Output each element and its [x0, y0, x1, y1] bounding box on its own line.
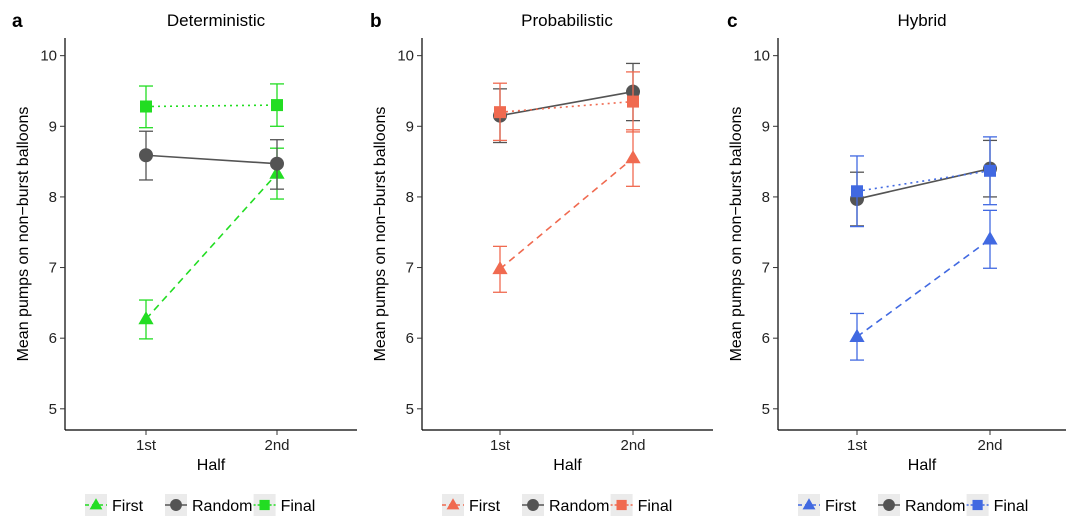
y-tick-label: 9	[49, 118, 57, 135]
data-point	[625, 150, 640, 163]
panel-letter: b	[370, 11, 382, 32]
data-point	[494, 106, 506, 118]
panel-title: Deterministic	[167, 11, 266, 30]
legend-item-first: First	[798, 494, 857, 516]
y-axis-label: Mean pumps on non−burst balloons	[372, 107, 389, 362]
data-point	[270, 157, 284, 171]
panel-title: Hybrid	[897, 11, 946, 30]
series-first	[138, 148, 284, 339]
data-point	[984, 165, 996, 177]
data-point	[492, 261, 507, 274]
series-line	[146, 105, 277, 106]
legend-label: Random	[549, 498, 609, 515]
series-final	[493, 72, 640, 141]
y-tick-label: 5	[762, 401, 770, 418]
legend-label: Final	[281, 498, 316, 515]
x-axis-label: Half	[553, 457, 582, 474]
series-line	[857, 171, 990, 191]
series-random	[493, 63, 640, 142]
y-tick-label: 6	[49, 330, 57, 347]
y-tick-label: 9	[406, 118, 414, 135]
legend-item-random: Random	[165, 494, 252, 516]
legend-key-icon	[617, 500, 627, 510]
y-tick-label: 5	[406, 401, 414, 418]
y-tick-label: 7	[49, 260, 57, 277]
series-random	[139, 131, 284, 189]
legend-label: First	[112, 498, 144, 515]
legend: First Random Final	[85, 494, 315, 516]
legend-label: Random	[192, 498, 252, 515]
legend-key-icon	[170, 499, 182, 511]
x-tick-label: 2nd	[977, 437, 1002, 454]
x-tick-label: 1st	[847, 437, 868, 454]
data-point	[140, 101, 152, 113]
legend-label: First	[825, 498, 857, 515]
data-point	[627, 96, 639, 108]
y-tick-label: 6	[406, 330, 414, 347]
series-final	[850, 137, 997, 227]
x-tick-label: 1st	[490, 437, 511, 454]
data-point	[982, 231, 997, 244]
y-tick-label: 10	[753, 48, 770, 65]
series-line	[500, 92, 633, 116]
series-line	[146, 155, 277, 163]
legend-label: Final	[994, 498, 1029, 515]
panel-title: Probabilistic	[521, 11, 613, 30]
panel-letter: c	[727, 11, 738, 32]
legend-item-final: Final	[611, 494, 673, 516]
y-tick-label: 8	[49, 189, 57, 206]
series-final	[139, 84, 284, 128]
panel-b: b Probabilistic 5 6 7 8 9 10 1st 2nd Half Mean pump…	[370, 11, 713, 516]
y-tick-label: 10	[40, 48, 57, 65]
series-line	[857, 239, 990, 336]
y-tick-label: 8	[406, 189, 414, 206]
legend-label: Final	[638, 498, 673, 515]
panel-letter: a	[12, 11, 23, 32]
legend: First Random Final	[798, 494, 1028, 516]
legend-item-final: Final	[254, 494, 316, 516]
y-tick-label: 5	[49, 401, 57, 418]
legend-key-icon	[883, 499, 895, 511]
y-axis-label: Mean pumps on non−burst balloons	[15, 107, 32, 362]
legend-item-first: First	[442, 494, 501, 516]
x-tick-label: 2nd	[620, 437, 645, 454]
x-axis-label: Half	[908, 457, 937, 474]
legend-key-icon	[260, 500, 270, 510]
y-tick-label: 6	[762, 330, 770, 347]
legend-item-random: Random	[878, 494, 965, 516]
series-line	[500, 158, 633, 269]
data-point	[139, 148, 153, 162]
x-tick-label: 2nd	[264, 437, 289, 454]
y-tick-label: 7	[762, 260, 770, 277]
data-point	[849, 329, 864, 342]
data-point	[851, 185, 863, 197]
x-axis-label: Half	[197, 457, 226, 474]
legend: First Random Final	[442, 494, 672, 516]
legend-item-random: Random	[522, 494, 609, 516]
panel-a: a Deterministic 5 6 7 8 9 10 1st 2nd Half Mean pump…	[12, 11, 357, 516]
x-tick-label: 1st	[136, 437, 157, 454]
data-point	[138, 311, 153, 324]
data-point	[271, 99, 283, 111]
legend-item-first: First	[85, 494, 144, 516]
panel-c: c Hybrid 5 6 7 8 9 10 1st 2nd Half Mean pumps on no…	[727, 11, 1066, 516]
legend-label: First	[469, 498, 501, 515]
legend-label: Random	[905, 498, 965, 515]
y-tick-label: 7	[406, 260, 414, 277]
series-first	[492, 130, 640, 292]
series-line	[146, 174, 277, 319]
y-axis-label: Mean pumps on non−burst balloons	[728, 107, 745, 362]
y-tick-label: 9	[762, 118, 770, 135]
legend-key-icon	[527, 499, 539, 511]
legend-item-final: Final	[967, 494, 1029, 516]
series-random	[850, 140, 997, 225]
legend-key-icon	[973, 500, 983, 510]
series-first	[849, 210, 997, 360]
y-tick-label: 10	[397, 48, 414, 65]
y-tick-label: 8	[762, 189, 770, 206]
